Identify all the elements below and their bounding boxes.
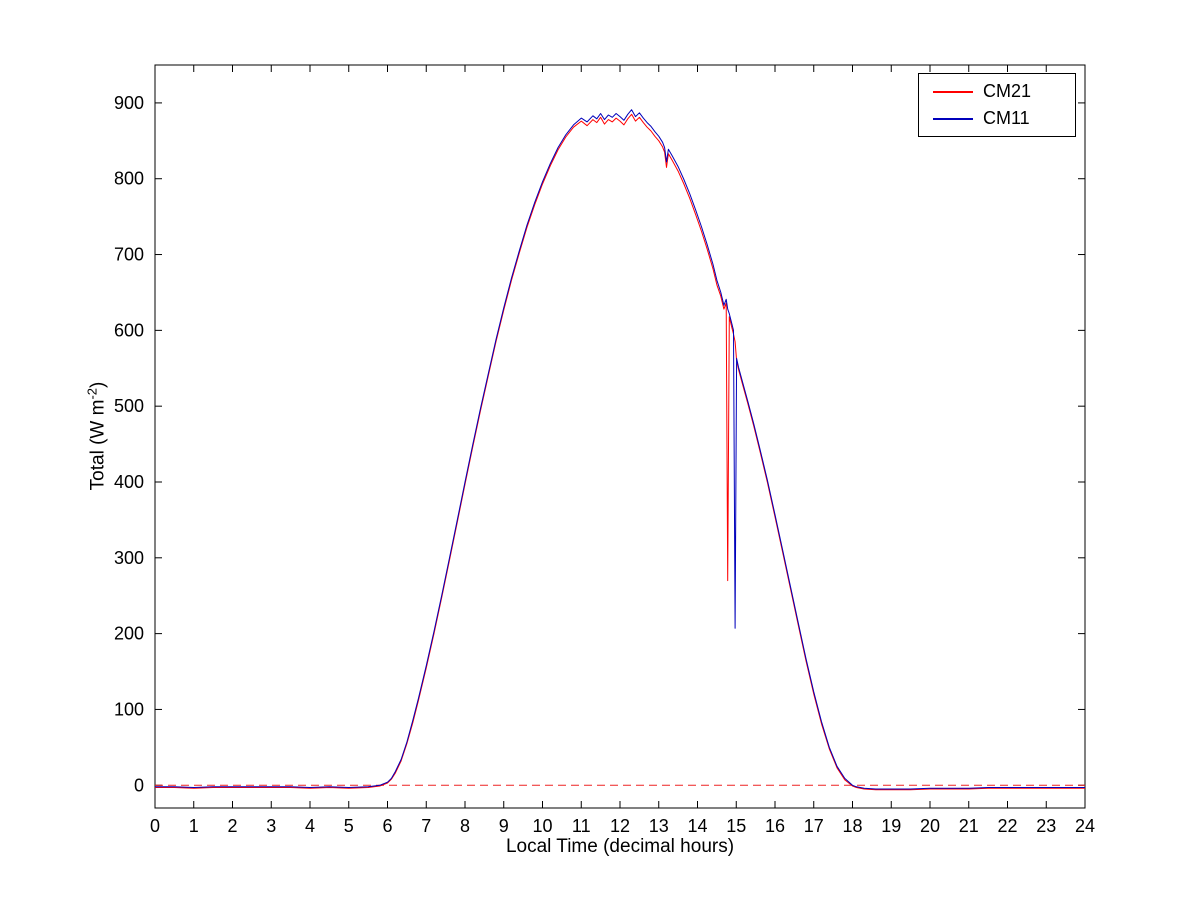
x-tick-label: 24 bbox=[1075, 816, 1095, 836]
x-tick-label: 16 bbox=[765, 816, 785, 836]
x-tick-label: 2 bbox=[227, 816, 237, 836]
x-tick-label: 1 bbox=[189, 816, 199, 836]
x-tick-label: 4 bbox=[305, 816, 315, 836]
legend-line-red-icon bbox=[933, 90, 973, 93]
y-tick-label: 900 bbox=[114, 93, 144, 113]
x-tick-label: 17 bbox=[804, 816, 824, 836]
x-tick-label: 18 bbox=[842, 816, 862, 836]
legend-item-cm21: CM21 bbox=[919, 81, 1075, 102]
x-tick-label: 8 bbox=[460, 816, 470, 836]
y-tick-label: 600 bbox=[114, 320, 144, 340]
x-tick-label: 12 bbox=[610, 816, 630, 836]
x-tick-label: 19 bbox=[881, 816, 901, 836]
axes-box bbox=[154, 64, 1086, 809]
x-tick-label: 0 bbox=[150, 816, 160, 836]
y-axis-label: Total (W m-2) bbox=[84, 382, 109, 491]
x-tick-label: 15 bbox=[726, 816, 746, 836]
legend-label-cm21: CM21 bbox=[983, 81, 1032, 101]
x-tick-label: 23 bbox=[1036, 816, 1056, 836]
x-tick-label: 21 bbox=[959, 816, 979, 836]
legend: CM21 CM11 bbox=[918, 73, 1076, 137]
y-tick-label: 0 bbox=[134, 775, 144, 795]
x-tick-label: 9 bbox=[499, 816, 509, 836]
y-tick-label: 800 bbox=[114, 169, 144, 189]
legend-label-cm11: CM11 bbox=[983, 108, 1030, 128]
y-axis-label-text: Total (W m bbox=[87, 399, 109, 491]
x-tick-label: 10 bbox=[532, 816, 552, 836]
x-axis-label: Local Time (decimal hours) bbox=[505, 836, 735, 857]
x-tick-label: 22 bbox=[997, 816, 1017, 836]
x-tick-label: 6 bbox=[382, 816, 392, 836]
x-tick-label: 7 bbox=[421, 816, 431, 836]
y-tick-label: 500 bbox=[114, 396, 144, 416]
y-tick-label: 400 bbox=[114, 472, 144, 492]
x-tick-label: 13 bbox=[649, 816, 669, 836]
y-tick-label: 100 bbox=[114, 699, 144, 719]
x-tick-label: 5 bbox=[344, 816, 354, 836]
series-line-cm21 bbox=[155, 113, 1085, 791]
series-line-cm11 bbox=[155, 109, 1085, 790]
y-tick-label: 300 bbox=[114, 548, 144, 568]
legend-line-blue-icon bbox=[933, 117, 973, 120]
y-tick-label: 200 bbox=[114, 624, 144, 644]
legend-item-cm11: CM11 bbox=[919, 108, 1075, 129]
x-tick-label: 20 bbox=[920, 816, 940, 836]
x-tick-label: 3 bbox=[266, 816, 276, 836]
y-axis-label-close: ) bbox=[87, 381, 109, 388]
x-tick-label: 11 bbox=[572, 816, 591, 836]
y-tick-label: 700 bbox=[114, 245, 144, 265]
x-tick-label: 14 bbox=[687, 816, 707, 836]
y-axis-label-exponent: -2 bbox=[84, 387, 100, 400]
